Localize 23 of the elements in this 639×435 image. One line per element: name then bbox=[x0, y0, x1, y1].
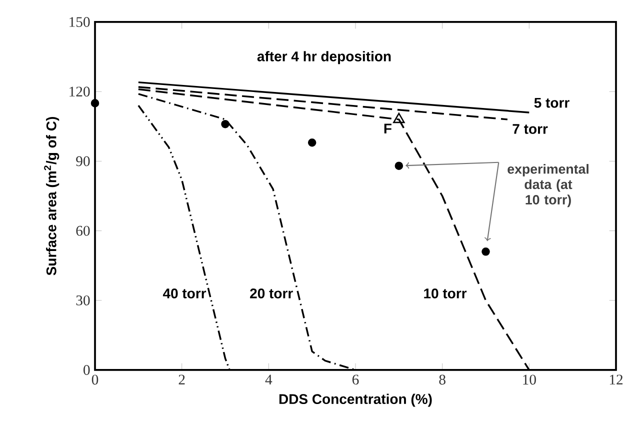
x-tick-label: 12 bbox=[610, 374, 623, 384]
x-tick-label: 6 bbox=[352, 374, 359, 385]
series-label: 7 torr bbox=[512, 124, 548, 134]
text: after 4 hr deposition bbox=[257, 51, 391, 64]
series-label: 20 torr bbox=[250, 288, 293, 298]
x-tick-label: 0 bbox=[92, 374, 98, 385]
series-label: 40 torr bbox=[162, 288, 206, 298]
x-tick-label: 2 bbox=[178, 374, 185, 384]
y-tick-label: 30 bbox=[76, 295, 90, 306]
series-label: F bbox=[384, 124, 392, 134]
x-tick-label: 10 bbox=[523, 374, 536, 385]
x-axis-title: DDS Concentration (%) bbox=[279, 394, 432, 407]
series-label: 5 torr bbox=[534, 98, 570, 108]
y-axis-title: Surface area (m$^{2}$/g of C) bbox=[44, 117, 60, 276]
x-tick-label: 4 bbox=[265, 374, 272, 384]
annotation: experimental data (at 10 torr) bbox=[508, 164, 588, 208]
y-tick-label: 120 bbox=[70, 86, 90, 97]
y-tick-label: 150 bbox=[70, 17, 90, 27]
y-tick-label: 0 bbox=[84, 365, 90, 375]
series-label: 10 torr bbox=[424, 288, 467, 298]
y-tick-label: 60 bbox=[76, 226, 90, 236]
y-tick-label: 90 bbox=[76, 156, 90, 166]
x-tick-label: 8 bbox=[439, 374, 446, 385]
